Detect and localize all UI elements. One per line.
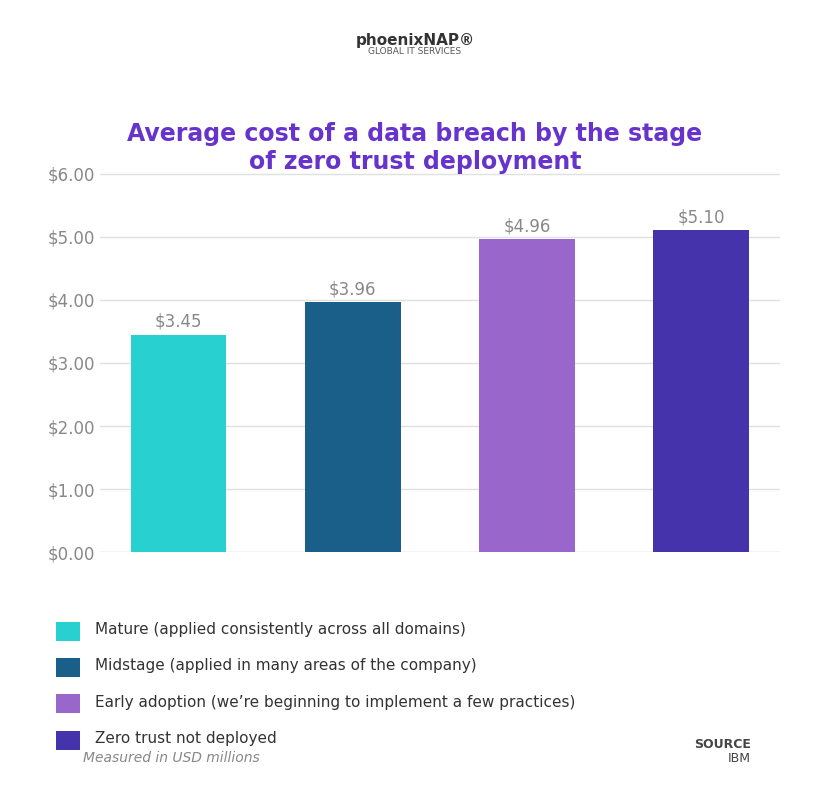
Bar [130,335,227,552]
Bar [305,302,401,552]
Text: SOURCE: SOURCE [694,739,751,751]
Text: Average cost of a data breach by the stage
of zero trust deployment: Average cost of a data breach by the sta… [128,122,702,174]
Text: Zero trust not deployed: Zero trust not deployed [95,731,277,746]
Text: $3.45: $3.45 [154,312,203,331]
Text: $3.96: $3.96 [329,281,377,298]
Text: $5.10: $5.10 [677,208,725,226]
Text: IBM: IBM [728,753,751,765]
Text: GLOBAL IT SERVICES: GLOBAL IT SERVICES [369,47,461,56]
Text: Early adoption (we’re beginning to implement a few practices): Early adoption (we’re beginning to imple… [95,694,576,710]
Text: Measured in USD millions: Measured in USD millions [83,751,260,765]
Text: Mature (applied consistently across all domains): Mature (applied consistently across all … [95,622,466,638]
Bar [653,230,749,552]
Text: $4.96: $4.96 [503,218,551,235]
Text: phoenixNAP®: phoenixNAP® [355,33,475,48]
Bar [479,239,575,552]
Text: Midstage (applied in many areas of the company): Midstage (applied in many areas of the c… [95,658,477,674]
